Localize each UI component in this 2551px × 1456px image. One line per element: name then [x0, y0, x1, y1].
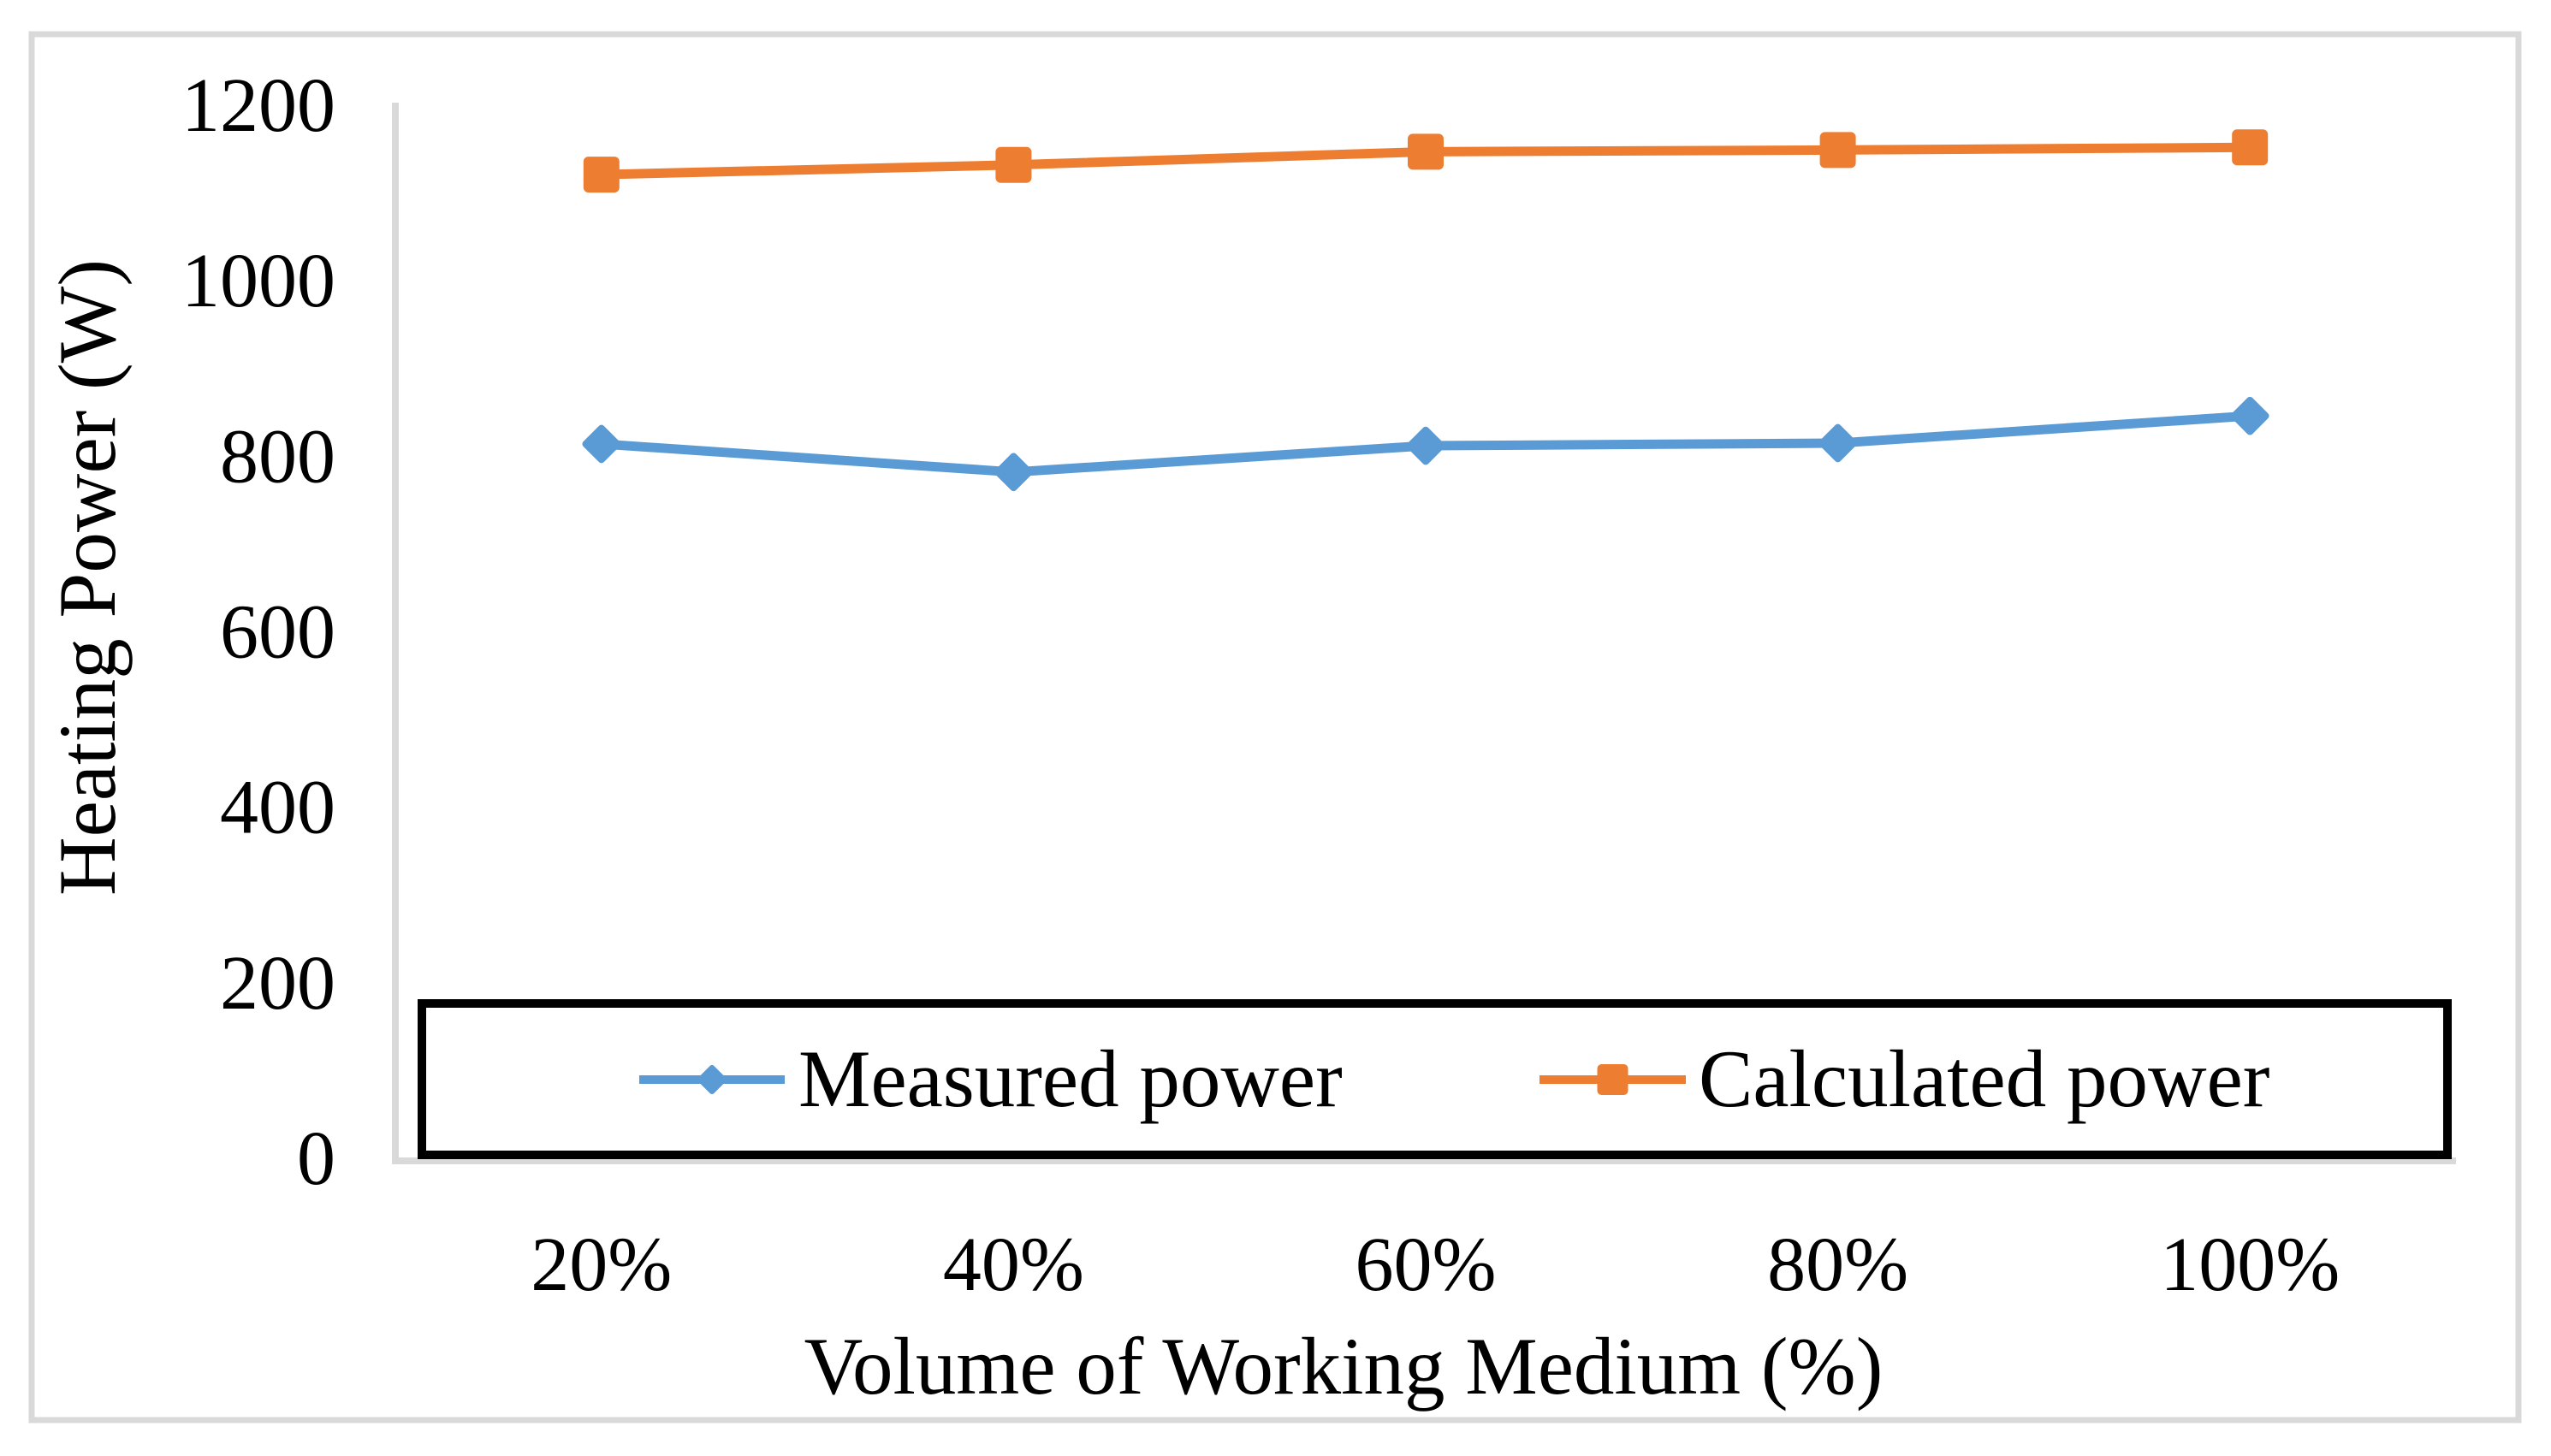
- data-point-marker: [2230, 396, 2269, 435]
- y-tick-label: 800: [220, 414, 335, 499]
- y-tick-label: 400: [220, 766, 335, 850]
- legend-label-calculated: Calculated power: [1699, 1033, 2269, 1124]
- y-axis-ticks: 0 200 400 600 800 1000 1200: [181, 63, 335, 1201]
- y-tick-label: 1000: [181, 239, 335, 323]
- data-point-marker: [994, 453, 1033, 492]
- legend-markers: [639, 1064, 1686, 1095]
- x-tick-label: 20%: [531, 1222, 672, 1307]
- x-tick-label: 100%: [2160, 1222, 2340, 1307]
- data-point-marker: [1818, 423, 1857, 463]
- x-tick-label: 40%: [943, 1222, 1084, 1307]
- y-tick-label: 600: [220, 590, 335, 675]
- y-tick-label: 1200: [181, 63, 335, 148]
- series-square: [583, 129, 2269, 193]
- data-point-marker: [2232, 129, 2269, 166]
- data-point-marker: [582, 424, 621, 464]
- y-tick-label: 0: [297, 1116, 335, 1201]
- data-series: [582, 129, 2269, 492]
- legend-label-measured: Measured power: [798, 1033, 1343, 1124]
- data-point-marker: [1819, 132, 1856, 169]
- legend-marker: [1597, 1064, 1628, 1095]
- x-tick-label: 80%: [1767, 1222, 1908, 1307]
- x-axis-title: Volume of Working Medium (%): [804, 1321, 1884, 1412]
- data-point-marker: [995, 146, 1032, 183]
- data-point-marker: [1406, 426, 1445, 465]
- figure-border: [28, 31, 2522, 1423]
- y-tick-label: 200: [220, 941, 335, 1026]
- series-diamond: [582, 396, 2269, 492]
- x-axis-ticks: 20% 40% 60% 80% 100%: [531, 1222, 2340, 1307]
- y-axis-title: Heating Power (W): [42, 259, 133, 896]
- legend-marker: [697, 1064, 727, 1095]
- legend: Measured power Calculated power: [418, 999, 2452, 1159]
- data-point-marker: [583, 157, 620, 193]
- data-point-marker: [1408, 133, 1444, 170]
- x-tick-label: 60%: [1356, 1222, 1497, 1307]
